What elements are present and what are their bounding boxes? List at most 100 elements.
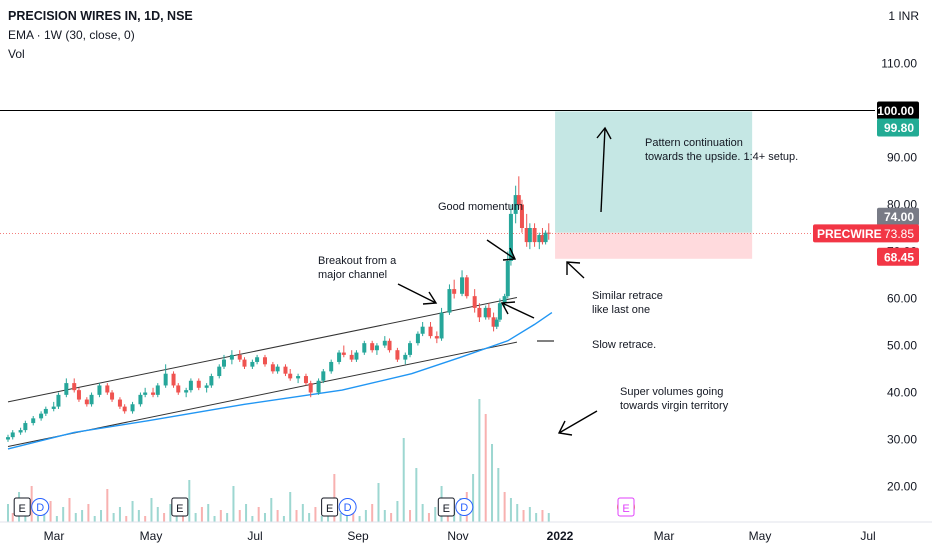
volume-bar	[144, 516, 147, 522]
volume-bar	[106, 489, 109, 522]
candle	[117, 397, 122, 409]
candle-body	[151, 392, 156, 395]
candle	[72, 378, 77, 393]
volume-bar	[226, 513, 229, 522]
candle-body	[204, 385, 209, 388]
candle	[494, 317, 499, 330]
volume-bar	[137, 510, 140, 522]
candle-body	[51, 406, 56, 409]
candle-body	[31, 418, 36, 424]
volume-bar	[36, 516, 39, 522]
stop-zone[interactable]	[555, 232, 753, 259]
candle	[354, 350, 359, 362]
x-axis-tick-label: 2022	[547, 529, 574, 543]
candle-body	[524, 228, 529, 243]
event-marker-e[interactable]: E	[13, 497, 31, 517]
candle-body	[6, 437, 10, 440]
volume-bar	[131, 501, 134, 522]
volume-bar	[125, 516, 128, 522]
event-marker-e[interactable]: E	[171, 497, 189, 517]
x-axis-tick-label: May	[140, 529, 163, 543]
volume-bar	[175, 516, 178, 522]
annotation-arrows	[397, 126, 612, 436]
event-marker-e[interactable]: E	[437, 497, 455, 517]
volume-bar	[308, 513, 311, 522]
arrow-line	[501, 302, 535, 319]
level-line-price-badge-text: 100.00	[877, 104, 914, 118]
stop-price-badge-text: 68.45	[884, 250, 914, 264]
candle-body	[483, 307, 488, 318]
ema-indicator-label[interactable]: EMA · 1W (30, close, 0)	[8, 28, 135, 42]
stop-price-badge-bg	[877, 247, 919, 266]
volume-bar	[289, 492, 292, 522]
annotation-text: Pattern continuation	[645, 137, 743, 149]
candle	[275, 364, 280, 374]
arrow-line	[566, 261, 585, 279]
candle-body	[537, 235, 542, 243]
event-box	[617, 497, 635, 517]
candle-body	[491, 317, 496, 327]
volume-bar	[62, 507, 65, 522]
event-marker-e[interactable]: E	[617, 497, 635, 517]
target-price-badge[interactable]: 99.80	[877, 118, 919, 137]
annotation-text: Slow retrace.	[592, 339, 656, 351]
volume-bar	[263, 513, 266, 522]
candle-body	[255, 357, 260, 362]
candle-body	[117, 399, 122, 407]
candle-body	[23, 423, 28, 431]
event-marker-d[interactable]: D	[338, 498, 357, 516]
volume-bar	[207, 504, 210, 522]
stop-price-badge[interactable]: 68.45	[877, 247, 919, 266]
event-marker-d[interactable]: D	[455, 498, 474, 516]
candle	[472, 289, 477, 313]
candle-body	[217, 366, 222, 377]
candle-body	[39, 413, 44, 419]
candle	[382, 336, 387, 348]
candle	[546, 223, 551, 240]
channel-upper-line[interactable]	[7, 297, 518, 403]
volume-bar	[453, 510, 456, 522]
candle	[184, 387, 189, 398]
candle	[89, 392, 94, 407]
event-circle	[31, 498, 50, 516]
candle	[283, 364, 288, 377]
volume-bar	[358, 516, 361, 522]
candle-body	[502, 296, 507, 304]
volume-bar	[383, 510, 386, 522]
event-marker-e[interactable]: E	[321, 497, 339, 517]
candle-body	[452, 289, 457, 294]
candle-body	[176, 385, 181, 393]
candle-body	[56, 394, 61, 407]
volume-bar	[150, 498, 153, 522]
candle-body	[477, 307, 482, 318]
candle-body	[387, 340, 392, 351]
candle	[250, 359, 255, 369]
candle-body	[143, 392, 148, 395]
candle	[527, 223, 532, 250]
candle	[349, 350, 354, 362]
candle-body	[138, 394, 143, 405]
candle-body	[72, 383, 77, 391]
volume-bar	[188, 480, 191, 522]
arrowhead	[500, 301, 516, 315]
candle	[6, 434, 10, 442]
volume-indicator-label[interactable]: Vol	[8, 47, 25, 61]
event-marker-d[interactable]: D	[31, 498, 50, 516]
level-line-price-badge[interactable]: 100.00	[877, 101, 919, 120]
candle	[497, 298, 502, 322]
candle	[130, 401, 135, 414]
candle-body	[408, 343, 413, 355]
candle-body	[508, 213, 513, 261]
target-zone[interactable]	[555, 111, 753, 233]
candle-body	[18, 430, 23, 433]
candle	[502, 293, 507, 308]
candle	[209, 373, 214, 388]
candle-body	[97, 385, 102, 395]
candle	[513, 185, 518, 224]
arrow-line	[558, 410, 598, 434]
symbol-price-badge[interactable]: PRECWIRE 73.85	[813, 224, 919, 243]
candle-body	[543, 232, 548, 243]
entry-price-badge[interactable]: 74.00	[877, 207, 919, 226]
candle	[362, 340, 367, 355]
